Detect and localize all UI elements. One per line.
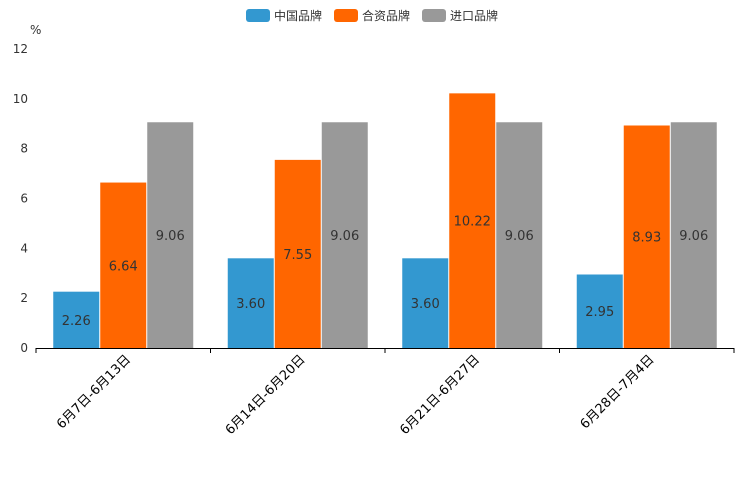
y-tick-label: 4 xyxy=(20,241,28,255)
y-unit-label: % xyxy=(30,23,41,37)
bar xyxy=(100,182,147,348)
bar xyxy=(147,122,194,348)
legend-label-import: 进口品牌 xyxy=(450,9,499,23)
legend-swatch-jv xyxy=(333,9,358,22)
y-tick-label: 6 xyxy=(20,192,28,206)
y-tick-label: 12 xyxy=(13,42,28,56)
x-axis: 6月7日-6月13日 6月14日-6月20日 6月21日-6月27日 6月28日-7月… xyxy=(35,348,735,438)
bar xyxy=(402,258,449,348)
bar-value-label: 3.60 xyxy=(411,297,440,312)
y-tick-label: 2 xyxy=(20,291,28,305)
bar xyxy=(496,122,543,348)
legend-label-jv: 合资品牌 xyxy=(361,9,410,23)
bar xyxy=(53,291,100,348)
bar xyxy=(670,122,717,348)
bar xyxy=(274,159,321,348)
y-tick-label: 10 xyxy=(13,92,28,106)
bar-value-label: 2.26 xyxy=(62,314,91,329)
bar-value-label: 10.22 xyxy=(454,215,491,230)
x-tick-label: 6月14日-6月20日 xyxy=(223,352,309,438)
bar-value-label: 9.06 xyxy=(505,229,534,244)
bar xyxy=(321,122,368,348)
x-tick-label: 6月7日-6月13日 xyxy=(54,352,134,432)
x-tick-label: 6月21日-6月27日 xyxy=(397,352,483,438)
bar-value-label: 9.06 xyxy=(156,229,185,244)
bar xyxy=(449,93,496,348)
chart-legend: 中国品牌 合资品牌 进口品牌 xyxy=(0,7,744,24)
y-tick-label: 0 xyxy=(20,341,28,355)
bar-value-label: 6.64 xyxy=(109,259,138,274)
bar-value-label: 9.06 xyxy=(330,229,359,244)
y-axis: 0 2 4 6 8 10 12 xyxy=(13,42,28,355)
bar-value-label: 2.95 xyxy=(585,305,614,320)
legend-label-china: 中国品牌 xyxy=(273,9,322,23)
legend-item-china[interactable]: 中国品牌 xyxy=(245,7,322,24)
bar xyxy=(623,125,670,348)
bar-series: 2.26 6.64 9.06 3.60 7.55 9.06 3.60 10.22 9.06 2.9… xyxy=(53,93,717,348)
y-tick-label: 8 xyxy=(20,142,28,156)
legend-swatch-china xyxy=(245,9,270,22)
x-tick-label: 6月28日-7月4日 xyxy=(578,352,658,432)
bar xyxy=(227,258,274,348)
bar-value-label: 9.06 xyxy=(679,229,708,244)
bar-value-label: 3.60 xyxy=(236,297,265,312)
bar xyxy=(576,274,623,348)
bar-value-label: 8.93 xyxy=(632,231,661,246)
legend-swatch-import xyxy=(422,9,446,22)
legend-item-import[interactable]: 进口品牌 xyxy=(422,7,498,24)
bar-value-label: 7.55 xyxy=(283,248,312,263)
legend-item-jv[interactable]: 合资品牌 xyxy=(333,7,410,24)
